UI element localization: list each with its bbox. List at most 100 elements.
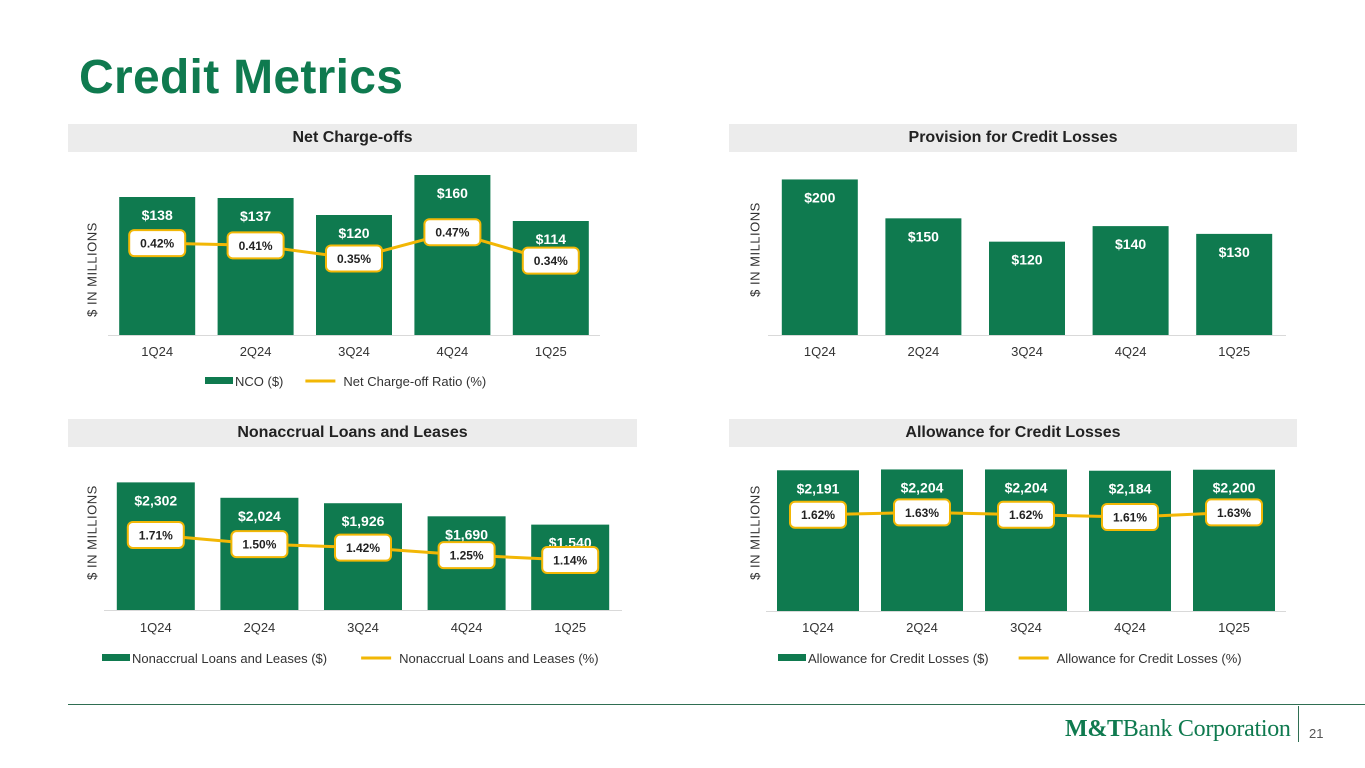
x-tick-label: 3Q24 bbox=[1010, 620, 1042, 635]
y-axis-title-nco: $ IN MILLIONS bbox=[84, 222, 100, 317]
footer-divider bbox=[68, 704, 1365, 705]
bar-value-label: $1,690 bbox=[445, 526, 488, 542]
ratio-callout-box bbox=[541, 545, 600, 574]
x-tick-label: 4Q24 bbox=[436, 344, 468, 359]
bar-value-label: $137 bbox=[240, 208, 271, 224]
x-tick-label: 3Q24 bbox=[1011, 344, 1043, 359]
bar-3q24 bbox=[985, 469, 1067, 611]
bar-2q24 bbox=[885, 218, 962, 335]
ratio-callout-box bbox=[893, 498, 951, 527]
ratio-callout-box bbox=[789, 500, 847, 529]
bar-3q24 bbox=[316, 215, 392, 335]
x-tick-label: 1Q25 bbox=[1218, 620, 1250, 635]
ratio-callout-box bbox=[126, 520, 185, 549]
page-number: 21 bbox=[1309, 726, 1324, 741]
bar-value-label: $120 bbox=[338, 225, 369, 241]
ratio-callout-box bbox=[521, 246, 580, 275]
ratio-callout-box bbox=[226, 231, 285, 260]
x-tick-label: 1Q25 bbox=[1218, 344, 1250, 359]
bar-1q24 bbox=[777, 470, 859, 611]
x-tick-label: 3Q24 bbox=[338, 344, 370, 359]
bar-1q25 bbox=[1193, 469, 1275, 611]
ratio-label: 0.47% bbox=[435, 226, 469, 240]
y-axis-title-nonaccrual: $ IN MILLIONS bbox=[84, 485, 100, 580]
ratio-callout-box bbox=[997, 500, 1055, 529]
bar-4q24 bbox=[1092, 226, 1169, 335]
ratio-label: 1.61% bbox=[1113, 511, 1147, 525]
legend-label-line: Allowance for Credit Losses (%) bbox=[1057, 651, 1242, 666]
bar-3q24 bbox=[989, 241, 1065, 335]
x-tick-label: 1Q25 bbox=[554, 620, 586, 635]
bar-1q25 bbox=[512, 221, 589, 335]
bar-value-label: $2,191 bbox=[797, 480, 840, 496]
ratio-label: 1.14% bbox=[553, 553, 587, 567]
legend-label-line: Net Charge-off Ratio (%) bbox=[343, 374, 486, 389]
legend-swatch-bar bbox=[102, 654, 130, 661]
bar-value-label: $120 bbox=[1011, 252, 1042, 268]
ratio-callout-box bbox=[230, 530, 289, 559]
legend-label-line: Nonaccrual Loans and Leases (%) bbox=[399, 651, 598, 666]
x-tick-label: 4Q24 bbox=[1114, 620, 1146, 635]
chart-nonaccrual: $2,302$2,024 $1,926$1,690$1,5401.71%1.50%… bbox=[102, 482, 622, 666]
ratio-callout-box bbox=[437, 541, 496, 570]
ratio-label: 1.50% bbox=[242, 538, 276, 552]
ratio-label: 0.42% bbox=[140, 237, 174, 251]
ratio-label: 1.42% bbox=[346, 541, 380, 555]
bar-value-label: $200 bbox=[804, 189, 835, 205]
x-tick-label: 4Q24 bbox=[1115, 344, 1147, 359]
bar-value-label: $160 bbox=[437, 185, 468, 201]
ratio-label: 1.62% bbox=[1009, 508, 1043, 522]
bar-value-label: $1,926 bbox=[342, 513, 385, 529]
ratio-label: 1.63% bbox=[905, 506, 939, 520]
legend-swatch-bar bbox=[205, 377, 233, 384]
bar-1q24 bbox=[119, 197, 196, 335]
x-tick-label: 2Q24 bbox=[240, 344, 272, 359]
ratio-label: 0.35% bbox=[337, 252, 371, 266]
brand-separator bbox=[1298, 706, 1299, 742]
bar-value-label: $2,024 bbox=[238, 508, 281, 524]
panel-header-provision: Provision for Credit Losses bbox=[729, 124, 1297, 152]
bar-2q24 bbox=[881, 469, 963, 611]
legend-swatch-bar bbox=[778, 654, 806, 661]
ratio-label: 1.62% bbox=[801, 508, 835, 522]
x-tick-label: 2Q24 bbox=[906, 620, 938, 635]
bar-value-label: $138 bbox=[142, 207, 173, 223]
bar-value-label: $150 bbox=[908, 228, 939, 244]
bar-1q25 bbox=[1196, 233, 1273, 335]
x-tick-label: 1Q24 bbox=[141, 344, 173, 359]
legend-label-bar: Allowance for Credit Losses ($) bbox=[808, 651, 989, 666]
x-tick-label: 3Q24 bbox=[347, 620, 379, 635]
chart-net-charge-offs: $138 $137 $120 $160 $114 0.42% 0.41% 0.35% 0.47%… bbox=[108, 175, 600, 389]
ratio-label: 1.63% bbox=[1217, 506, 1251, 520]
bar-1q24 bbox=[781, 179, 858, 335]
brand-logo: M&TBank Corporation bbox=[1065, 716, 1291, 742]
legend-label-bar: Nonaccrual Loans and Leases ($) bbox=[132, 651, 327, 666]
bar-value-label: $2,204 bbox=[901, 479, 944, 495]
bar-value-label: $140 bbox=[1115, 236, 1146, 252]
legend-label-bar: NCO ($) bbox=[235, 374, 283, 389]
ratio-callout-box bbox=[423, 218, 482, 247]
bar-4q24 bbox=[414, 175, 491, 335]
x-tick-label: 1Q24 bbox=[802, 620, 834, 635]
x-tick-label: 2Q24 bbox=[907, 344, 939, 359]
y-axis-title-allowance: $ IN MILLIONS bbox=[747, 485, 763, 580]
ratio-callout-box bbox=[128, 229, 187, 258]
chart-allowance: $2,191 $2,204 $2,204 $2,184 $2,200 1.62% 1.63%… bbox=[766, 469, 1286, 666]
bar-value-label: $2,184 bbox=[1109, 481, 1152, 497]
ratio-label: 1.25% bbox=[450, 549, 484, 563]
ratio-callout-box bbox=[1101, 503, 1159, 532]
bar-value-label: $114 bbox=[536, 231, 567, 247]
bar-value-label: $2,204 bbox=[1005, 479, 1048, 495]
x-tick-label: 1Q24 bbox=[140, 620, 172, 635]
ratio-callout-box bbox=[1205, 498, 1263, 527]
panel-header-nonaccrual: Nonaccrual Loans and Leases bbox=[68, 419, 637, 447]
bar-4q24 bbox=[1089, 470, 1171, 611]
ratio-label: 0.41% bbox=[239, 239, 273, 253]
panel-header-allowance: Allowance for Credit Losses bbox=[729, 419, 1297, 447]
x-tick-label: 1Q25 bbox=[535, 344, 567, 359]
bar-value-label: $130 bbox=[1219, 244, 1250, 260]
x-tick-label: 4Q24 bbox=[451, 620, 483, 635]
ratio-label: 0.34% bbox=[534, 254, 568, 268]
ratio-callout-box bbox=[334, 533, 392, 562]
chart-provision: $200 $150 $120 $140 $130 1Q24 2Q24 3Q24 4Q24 1Q25 bbox=[768, 179, 1286, 359]
